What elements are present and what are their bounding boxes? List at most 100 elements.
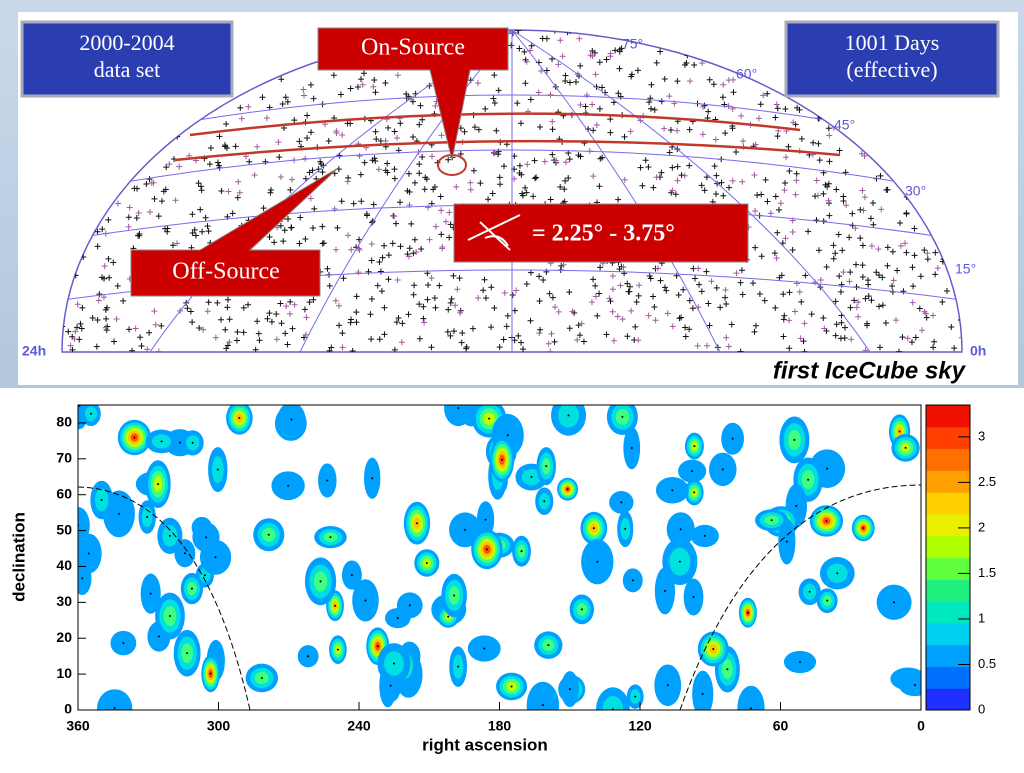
colorbar	[926, 405, 970, 711]
blob-dot	[392, 662, 395, 665]
blob-dot	[238, 416, 241, 419]
blob-dot	[630, 447, 633, 450]
blob-dot	[750, 707, 753, 710]
blob-dot	[178, 441, 181, 444]
colorbar-frame	[925, 404, 971, 711]
caption: first IceCube sky	[773, 357, 967, 384]
blob-dot	[547, 644, 550, 647]
blob-dot	[913, 684, 916, 687]
blob-dot	[204, 536, 207, 539]
blob-dot	[693, 491, 696, 494]
blob-dot	[326, 479, 329, 482]
blob-dot	[160, 440, 163, 443]
colorbar-step	[926, 470, 970, 493]
blob-dot	[731, 437, 734, 440]
colorbar-step	[926, 492, 970, 515]
x-tick-label: 60	[773, 718, 789, 734]
colorbar-tick-label: 0.5	[978, 656, 996, 671]
box-text: data set	[94, 57, 161, 82]
x-tick-label: 300	[207, 718, 231, 734]
blob-dot	[701, 693, 704, 696]
dec-label: 45°	[834, 117, 855, 133]
blob-dot	[510, 685, 513, 688]
blob-dot	[329, 536, 332, 539]
blob-dot	[793, 438, 796, 441]
blob-dot	[186, 652, 189, 655]
y-tick-label: 70	[56, 450, 72, 466]
galactic-plane	[78, 484, 921, 710]
blob-dot	[408, 604, 411, 607]
blob-dot	[190, 587, 193, 590]
blob-dot	[746, 611, 749, 614]
heatmap	[78, 405, 921, 710]
blob-dot	[862, 526, 865, 529]
y-tick-label: 30	[56, 593, 72, 609]
blob-dot	[203, 574, 206, 577]
blob-dot	[620, 501, 623, 504]
blob-dot	[826, 467, 829, 470]
blob-dot	[457, 407, 460, 410]
blob-dot	[592, 527, 595, 530]
blob-dot	[191, 441, 194, 444]
blob-dot	[679, 528, 682, 531]
blob-dot	[799, 661, 802, 664]
blob-dot	[692, 596, 695, 599]
blob-dot	[671, 489, 674, 492]
dec-label: 15°	[955, 261, 976, 277]
blob-dot	[168, 614, 171, 617]
blob	[526, 681, 560, 710]
colorbar-step	[926, 622, 970, 646]
colorbar-step	[926, 426, 970, 450]
blob-dot	[168, 534, 171, 537]
dec-label: 75°	[622, 36, 643, 52]
blob-dot	[621, 415, 624, 418]
blob-dot	[447, 615, 450, 618]
blob-dot	[634, 695, 637, 698]
callout-text: Off-Source	[172, 259, 280, 285]
y-axis-label: declination	[9, 512, 28, 602]
blob-dot	[703, 534, 706, 537]
dec-label: 60°	[736, 66, 757, 82]
blob-dot	[133, 436, 136, 439]
blob-dot	[183, 552, 186, 555]
band-label-box	[453, 203, 749, 263]
blob-dot	[319, 580, 322, 583]
colorbar-step	[926, 666, 970, 689]
blob-dot	[596, 560, 599, 563]
blob-dot	[483, 647, 486, 650]
blob-dot	[307, 655, 310, 658]
blob-dot	[371, 477, 374, 480]
blob-dot	[376, 645, 379, 648]
blob-dot	[117, 512, 120, 515]
band-upper	[189, 112, 801, 137]
ra-label: 24h	[22, 343, 46, 359]
blob-dot	[415, 522, 418, 525]
blob-dot	[146, 516, 149, 519]
blob-dot	[287, 484, 290, 487]
blob-dot	[520, 550, 523, 553]
colorbar-step	[926, 557, 970, 580]
blob-dot	[721, 468, 724, 471]
x-tick-label: 240	[347, 718, 371, 734]
blob-dot	[545, 465, 548, 468]
x-tick-label: 360	[66, 718, 90, 734]
blob-dot	[666, 684, 669, 687]
blob-dot	[541, 704, 544, 707]
colorbar-step	[926, 448, 970, 471]
colorbar-step	[926, 579, 970, 602]
box-text: (effective)	[846, 57, 937, 82]
blob	[737, 685, 765, 710]
callout	[317, 27, 509, 161]
blob-dot	[795, 504, 798, 507]
blob-dot	[81, 577, 84, 580]
y-tick-label: 50	[56, 521, 72, 537]
blob-dot	[825, 519, 828, 522]
blob	[898, 674, 921, 697]
colorbar-step	[926, 688, 970, 711]
blob-dot	[425, 561, 428, 564]
blob-dot	[893, 601, 896, 604]
blob-dot	[389, 684, 392, 687]
blob	[692, 670, 714, 710]
